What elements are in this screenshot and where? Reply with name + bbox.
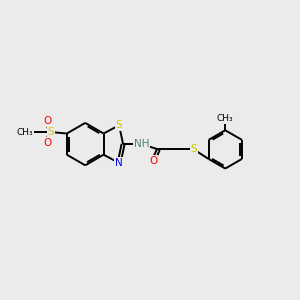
Text: O: O [43,138,51,148]
Text: CH₃: CH₃ [217,114,234,123]
Text: S: S [47,127,54,137]
Text: S: S [190,144,197,154]
Text: N: N [115,158,123,168]
Text: NH: NH [134,139,149,149]
Text: CH₃: CH₃ [17,128,34,136]
Text: O: O [149,156,157,166]
Text: S: S [116,120,122,130]
Text: O: O [43,116,51,126]
